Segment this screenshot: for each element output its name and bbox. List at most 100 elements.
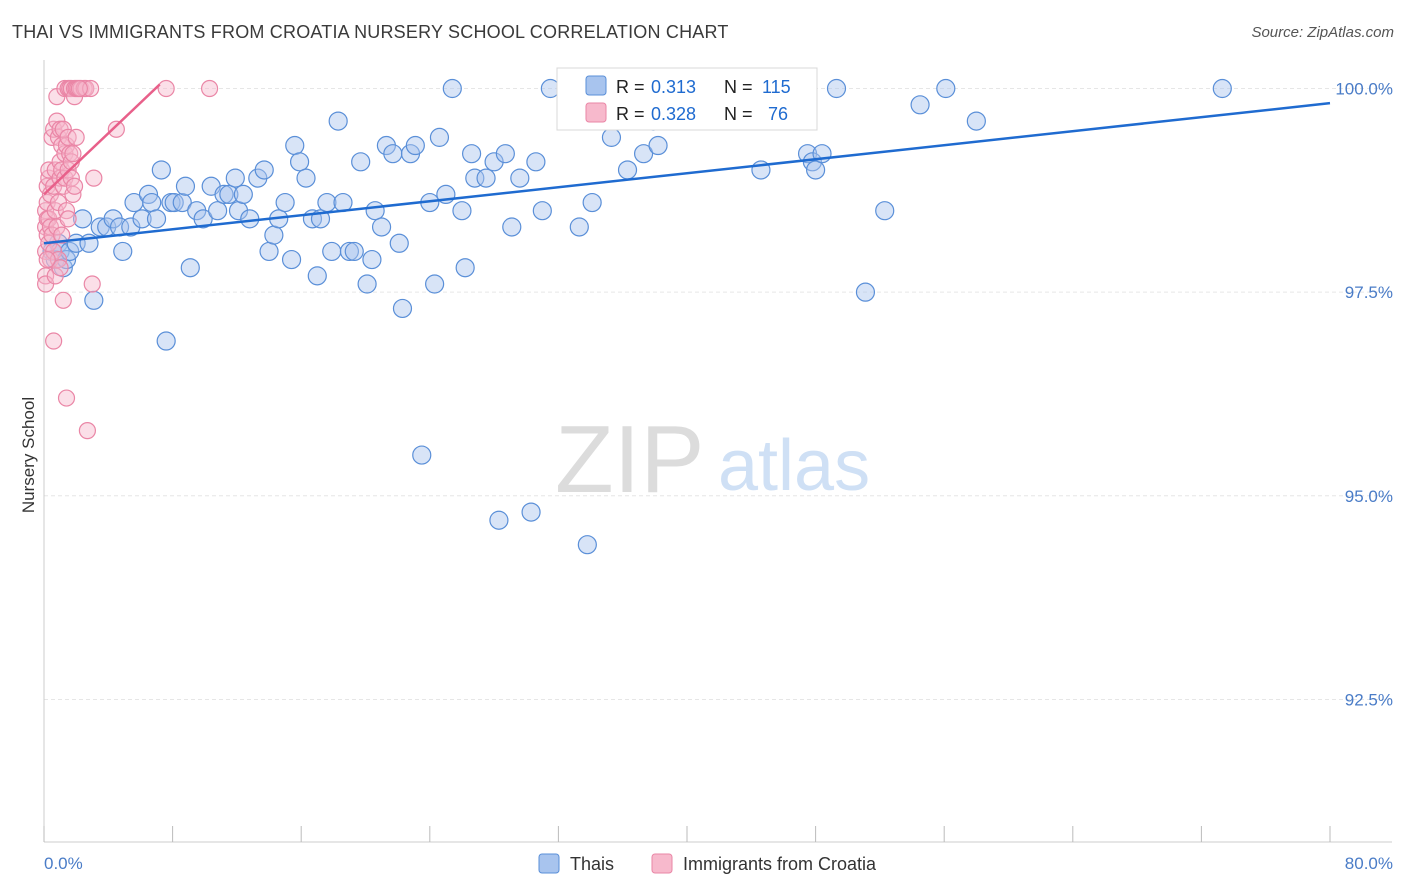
data-point — [412, 445, 432, 465]
x-tick-label-max: 80.0% — [1345, 854, 1393, 873]
y-tick-label: 100.0% — [1335, 80, 1393, 99]
data-point — [180, 258, 200, 278]
data-point — [193, 209, 213, 229]
stats-n-label-thais: N = — [724, 77, 753, 97]
data-point — [429, 127, 450, 147]
data-point — [339, 241, 360, 262]
data-point — [617, 160, 638, 180]
data-point — [53, 226, 71, 244]
data-point — [317, 192, 337, 213]
data-point — [151, 160, 171, 180]
data-point — [296, 168, 316, 188]
data-point — [175, 176, 196, 196]
stats-r-label-croatia: R = — [616, 104, 645, 124]
stats-box: R = 0.313 N = 115 R = 0.328 N = 76 — [556, 67, 818, 131]
legend-swatch-croatia — [651, 853, 673, 874]
data-point — [362, 249, 382, 270]
x-tick-labels: 0.0% 80.0% — [44, 854, 1393, 873]
data-point — [805, 160, 826, 180]
data-point — [259, 241, 279, 262]
data-point — [146, 209, 167, 229]
stats-r-value-croatia: 0.328 — [651, 104, 696, 124]
data-point — [322, 241, 342, 262]
data-point — [107, 120, 125, 138]
data-point — [351, 152, 371, 172]
data-point — [51, 259, 69, 277]
data-point — [365, 201, 385, 221]
stats-n-value-croatia: 76 — [768, 104, 788, 124]
data-point — [157, 79, 175, 98]
data-point — [200, 79, 219, 98]
data-point — [510, 168, 530, 188]
data-point — [164, 192, 184, 213]
data-point — [285, 135, 305, 156]
data-point — [966, 111, 986, 131]
legend-label-thais: Thais — [570, 854, 614, 874]
data-point — [936, 78, 956, 99]
data-point — [910, 95, 930, 115]
watermark-atlas: atlas — [718, 426, 870, 506]
data-point — [855, 282, 876, 302]
data-point — [78, 422, 97, 440]
data-point — [569, 217, 589, 237]
data-point — [465, 168, 485, 188]
data-point — [389, 233, 409, 253]
data-point — [264, 225, 284, 245]
data-point — [38, 250, 56, 269]
data-point — [502, 217, 522, 237]
data-point — [392, 298, 413, 319]
x-tick-label-min: 0.0% — [44, 854, 83, 873]
data-point — [357, 274, 377, 294]
stats-r-value-thais: 0.313 — [651, 77, 696, 97]
data-point — [442, 78, 462, 99]
data-point — [281, 249, 302, 270]
axes — [43, 60, 1392, 843]
data-point — [577, 535, 597, 555]
stats-n-label-croatia: N = — [724, 104, 753, 124]
data-point — [455, 258, 475, 278]
data-point — [142, 192, 162, 213]
data-point — [425, 274, 445, 294]
data-point — [54, 120, 72, 138]
data-point — [240, 209, 260, 229]
data-point — [84, 290, 104, 310]
data-point — [633, 144, 654, 164]
y-tick-label: 97.5% — [1345, 283, 1393, 302]
trend-line-croatia — [43, 83, 161, 196]
data-point — [46, 267, 64, 285]
y-axis-label: Nursery School — [19, 397, 38, 513]
data-point — [383, 144, 403, 164]
stats-r-label-thais: R = — [616, 77, 645, 97]
data-point — [132, 209, 152, 229]
trend-line-thais — [43, 101, 1331, 245]
chart-title: THAI VS IMMIGRANTS FROM CROATIA NURSERY … — [12, 22, 729, 42]
data-point — [156, 331, 176, 351]
data-point — [219, 184, 239, 205]
data-point — [826, 78, 847, 99]
data-point — [225, 168, 245, 188]
data-point — [489, 510, 509, 530]
stats-swatch-croatia — [585, 102, 607, 123]
legend-label-croatia: Immigrants from Croatia — [683, 854, 877, 874]
data-point — [452, 201, 472, 221]
data-point — [64, 145, 82, 163]
data-point — [495, 144, 515, 164]
data-point — [307, 266, 327, 286]
data-point — [233, 184, 253, 205]
y-tick-label: 92.5% — [1345, 690, 1393, 709]
data-point — [275, 192, 295, 213]
data-point — [214, 184, 234, 205]
data-point — [70, 79, 88, 98]
data-point — [371, 217, 392, 237]
data-point — [85, 169, 103, 187]
data-point — [521, 502, 541, 522]
y-tick-labels: 92.5% 95.0% 97.5% 100.0% — [1335, 80, 1393, 710]
data-point — [77, 79, 95, 98]
y-tick-label: 95.0% — [1345, 487, 1393, 506]
data-point — [344, 241, 364, 262]
data-point — [476, 168, 496, 188]
stats-n-value-thais: 115 — [762, 77, 791, 97]
data-point — [172, 192, 192, 213]
data-point — [532, 201, 552, 221]
